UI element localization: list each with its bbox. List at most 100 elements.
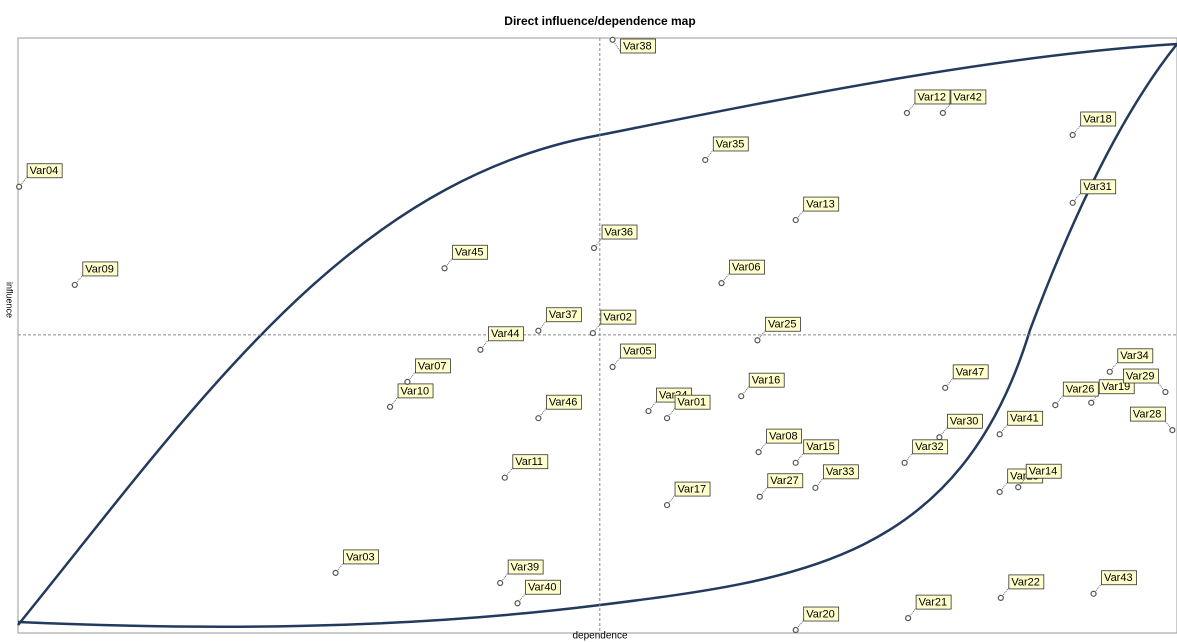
point-label: Var12 (917, 91, 946, 103)
point-label: Var31 (1083, 181, 1112, 193)
point (535, 327, 542, 334)
label-box (545, 307, 582, 323)
point (497, 579, 504, 587)
point (1015, 484, 1022, 491)
x-axis-label: dependence (572, 631, 627, 642)
point-label: Var11 (515, 456, 543, 468)
point (609, 36, 616, 43)
label-box (601, 224, 638, 240)
point-label: Var21 (919, 597, 948, 609)
label-box (1117, 348, 1154, 364)
point (404, 378, 411, 386)
point (1088, 399, 1095, 406)
label-box (803, 196, 840, 212)
point-label: Var39 (511, 561, 540, 573)
point-label: Var32 (915, 441, 944, 453)
point (754, 337, 761, 344)
point-label: Var14 (1029, 466, 1058, 478)
label-box (950, 89, 987, 105)
point (901, 459, 908, 466)
point (609, 363, 616, 371)
label-box (1080, 111, 1117, 127)
label-box (803, 606, 840, 622)
label-box (415, 358, 451, 374)
point (645, 407, 652, 415)
point (812, 484, 819, 491)
point (71, 281, 78, 289)
point (514, 600, 521, 607)
point (535, 415, 542, 422)
point (332, 569, 339, 577)
label-box (620, 343, 656, 359)
point (755, 449, 762, 456)
point (939, 109, 946, 117)
label-box (1008, 574, 1045, 590)
point (792, 626, 799, 634)
label-box (915, 594, 952, 610)
point-label: Var29 (1126, 370, 1155, 382)
point (663, 501, 671, 509)
point-label: Var46 (549, 397, 578, 409)
point (792, 459, 799, 466)
point-label: Var47 (956, 366, 985, 378)
point (1162, 388, 1169, 396)
point-label: Var02 (603, 312, 632, 324)
label-box (914, 89, 951, 105)
point (903, 109, 911, 117)
point-label: Var07 (418, 360, 447, 372)
point-label: Var33 (826, 466, 855, 478)
label-box (1080, 179, 1117, 195)
point (1169, 427, 1176, 434)
point-label: Var43 (1104, 572, 1133, 584)
point (792, 216, 799, 224)
point-label: Var03 (346, 551, 375, 563)
point-label: Var10 (401, 385, 430, 397)
point-label: Var36 (605, 226, 634, 238)
point-label: Var22 (1011, 576, 1040, 588)
chart-title: Direct influence/dependence map (504, 14, 695, 28)
point (1069, 199, 1076, 206)
label-box (912, 439, 949, 455)
point-label: Var17 (678, 483, 707, 495)
label-box (767, 473, 804, 489)
point (386, 403, 394, 410)
label-box (600, 309, 637, 325)
point-label: Var06 (732, 262, 761, 274)
label-box (729, 259, 765, 275)
label-box (674, 394, 711, 410)
point (702, 156, 709, 164)
point (738, 393, 745, 400)
label-box (620, 38, 656, 54)
point-label: Var20 (806, 608, 835, 620)
point (1069, 131, 1076, 139)
point (997, 594, 1004, 601)
label-box (26, 163, 63, 179)
point-label: Var41 (1010, 413, 1039, 425)
y-axis-label: influence (5, 282, 15, 318)
label-box (82, 261, 119, 277)
label-box (947, 413, 983, 429)
point (441, 265, 448, 272)
label-box (674, 481, 711, 497)
label-box (1101, 570, 1137, 586)
point (590, 244, 598, 252)
label-box (803, 439, 840, 455)
label-box (343, 549, 379, 565)
point-label: Var18 (1083, 113, 1112, 125)
point-label: Var28 (1133, 409, 1162, 421)
point-label: Var19 (1102, 381, 1131, 393)
point-label: Var44 (491, 328, 520, 340)
label-box (1007, 410, 1044, 426)
label-box (488, 326, 524, 342)
point (589, 330, 596, 337)
label-box (1123, 368, 1159, 384)
point (936, 434, 943, 441)
point-label: Var16 (752, 375, 781, 387)
point (477, 346, 484, 353)
point (996, 431, 1003, 438)
zone-curve (17, 43, 1177, 628)
label-box (748, 372, 785, 388)
point (16, 183, 23, 190)
point-label: Var27 (770, 475, 799, 487)
